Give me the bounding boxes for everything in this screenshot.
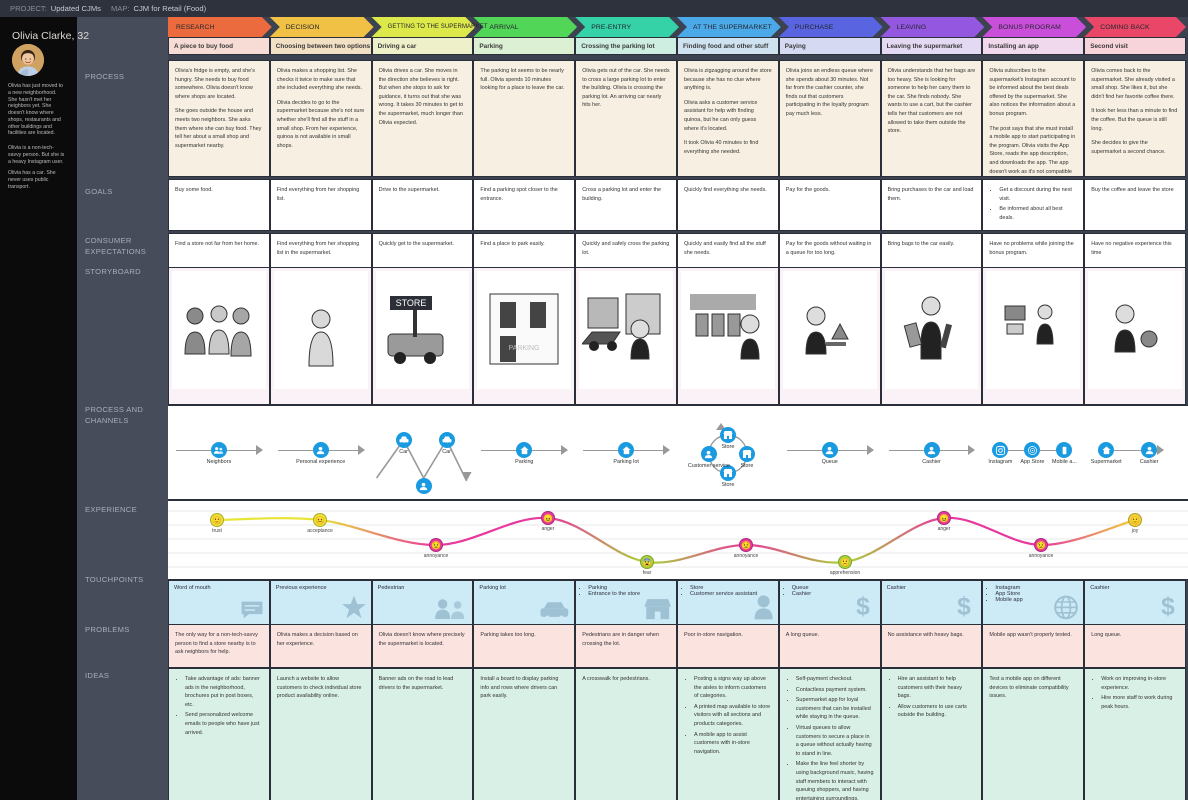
svg-text:PARKING: PARKING bbox=[509, 345, 540, 352]
svg-text:STORE: STORE bbox=[396, 298, 427, 308]
svg-text:$: $ bbox=[958, 593, 972, 620]
svg-text:$: $ bbox=[856, 593, 870, 620]
svg-text:$: $ bbox=[1161, 593, 1175, 620]
